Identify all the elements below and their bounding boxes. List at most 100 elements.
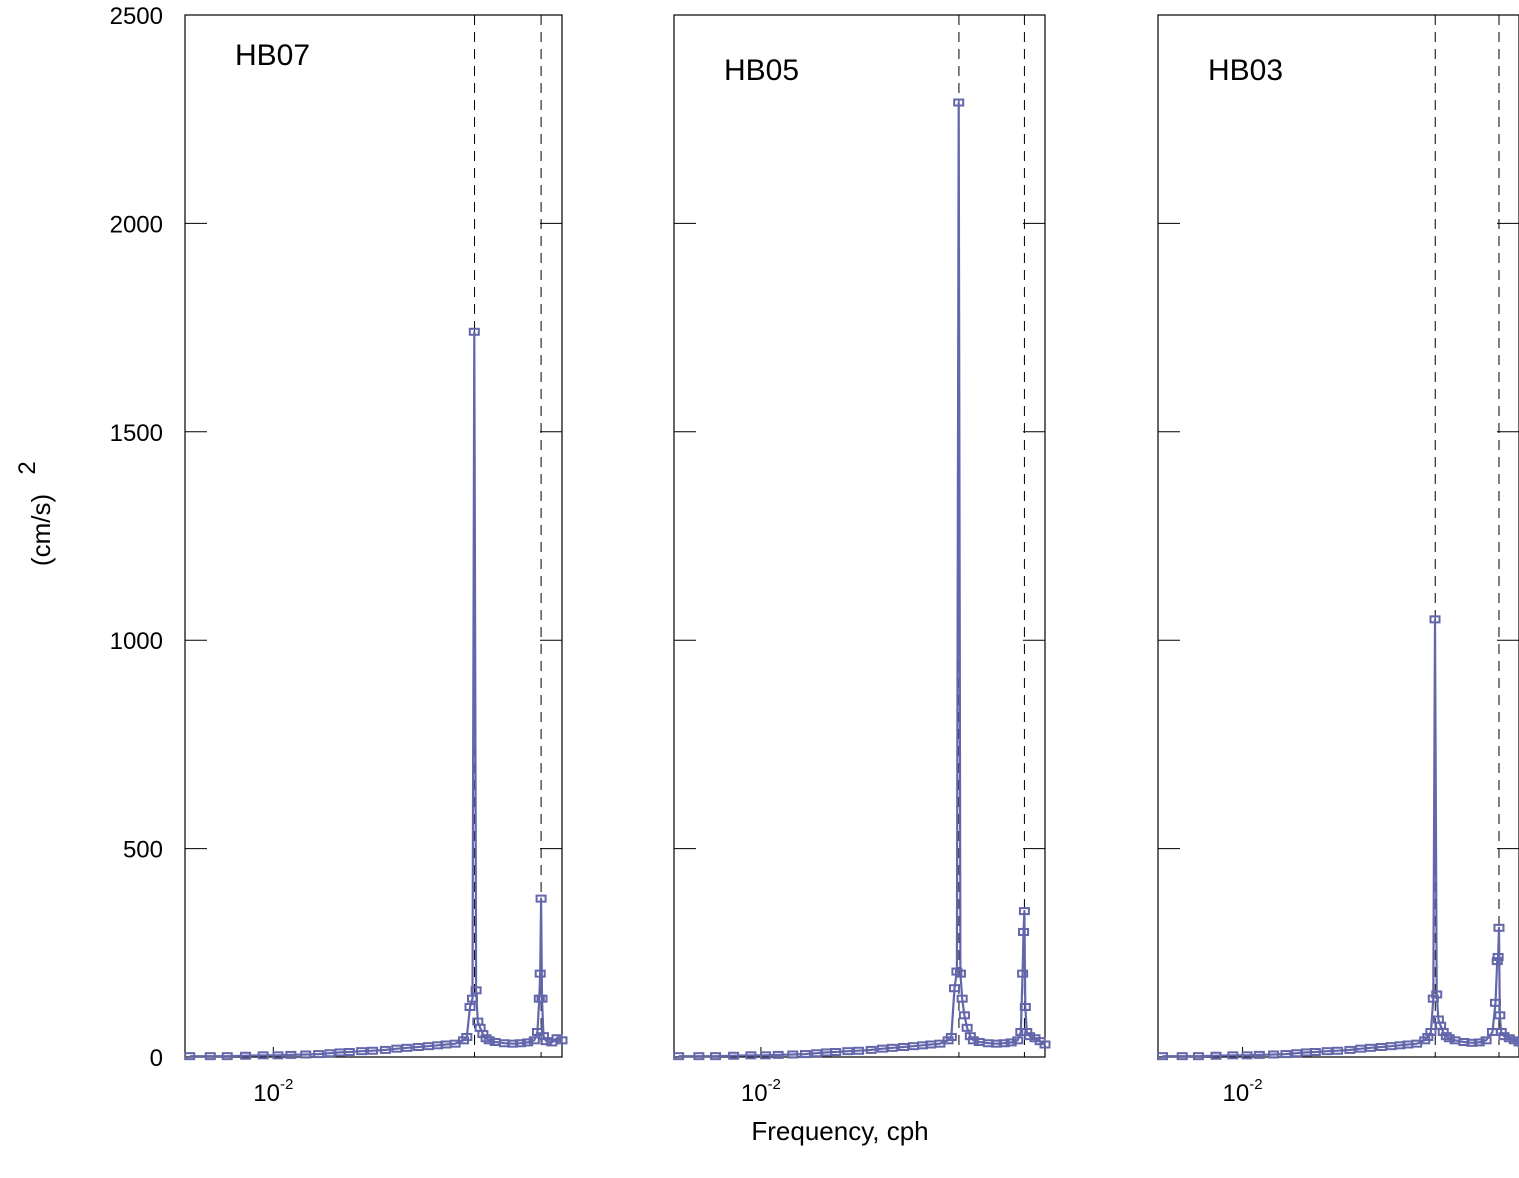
y-tick-label: 0 xyxy=(150,1045,163,1072)
data-point xyxy=(1332,1046,1344,1055)
data-point xyxy=(991,1039,1003,1048)
data-point xyxy=(1176,1052,1188,1061)
data-point xyxy=(272,1051,284,1060)
data-point xyxy=(956,994,968,1003)
y-axis-title: (cm/s) xyxy=(26,494,56,566)
data-point xyxy=(483,1036,495,1045)
data-point xyxy=(412,1042,424,1051)
data-point xyxy=(470,986,482,995)
data-point xyxy=(1241,1051,1253,1060)
data-point xyxy=(1012,1036,1024,1045)
data-point xyxy=(468,327,480,336)
data-point xyxy=(1019,1002,1031,1011)
x-tick-label-base: 10 xyxy=(741,1080,768,1107)
x-tick-label-exponent: -2 xyxy=(280,1076,293,1093)
panel-hb07: 10-2 HB07 xyxy=(184,14,568,1107)
data-point xyxy=(401,1043,413,1052)
data-point xyxy=(1429,615,1441,624)
data-point xyxy=(953,98,965,107)
data-point xyxy=(379,1045,391,1054)
data-point xyxy=(1489,998,1501,1007)
panel-title: HB03 xyxy=(1208,54,1283,87)
x-tick-label-base: 10 xyxy=(253,1080,280,1107)
data-point xyxy=(1493,923,1505,932)
y-tick-label: 500 xyxy=(123,837,163,864)
data-point xyxy=(967,1036,979,1045)
data-point xyxy=(531,1027,543,1036)
y-axis-title-text: (cm/s) xyxy=(26,494,56,566)
data-point xyxy=(221,1052,233,1061)
x-tick-label-exponent: -2 xyxy=(768,1076,781,1093)
data-point xyxy=(324,1049,336,1058)
data-point xyxy=(1309,1047,1321,1056)
data-point xyxy=(1491,957,1503,966)
data-point xyxy=(1437,1027,1449,1036)
panel-hb03: 10-2 HB03 xyxy=(1157,14,1519,1107)
data-point xyxy=(1425,1027,1437,1036)
data-point xyxy=(842,1047,854,1056)
data-point xyxy=(257,1051,269,1060)
data-point xyxy=(693,1052,705,1061)
data-point xyxy=(787,1050,799,1059)
data-point xyxy=(1227,1051,1239,1060)
series-line xyxy=(1162,618,1519,1058)
data-point xyxy=(1466,1038,1478,1047)
data-point xyxy=(945,1032,957,1041)
data-point xyxy=(760,1051,772,1060)
data-point xyxy=(710,1052,722,1061)
data-point xyxy=(507,1039,519,1048)
panel-title: HB07 xyxy=(235,39,310,72)
plot-frame xyxy=(184,14,563,1058)
data-point xyxy=(1192,1052,1204,1061)
data-point xyxy=(865,1045,877,1054)
y-tick-label: 2000 xyxy=(110,211,163,238)
data-point xyxy=(886,1043,898,1052)
data-point xyxy=(948,984,960,993)
x-tick-label: 10-2 xyxy=(253,1076,293,1107)
data-point xyxy=(799,1050,811,1059)
data-point xyxy=(466,994,478,1003)
data-point xyxy=(1431,990,1443,999)
data-point xyxy=(998,1039,1010,1048)
x-tick-label: 10-2 xyxy=(1223,1076,1263,1107)
y-tick-label: 1000 xyxy=(110,628,163,655)
data-point xyxy=(240,1051,252,1060)
data-point xyxy=(1253,1050,1265,1059)
data-point xyxy=(958,1011,970,1020)
data-point xyxy=(1021,1027,1033,1036)
data-point xyxy=(461,1032,473,1041)
data-point xyxy=(1495,1027,1507,1036)
plot-frame xyxy=(673,14,1046,1058)
data-point xyxy=(204,1052,216,1061)
data-point xyxy=(1480,1036,1492,1045)
data-point xyxy=(1210,1051,1222,1060)
data-point xyxy=(1018,927,1030,936)
data-point xyxy=(1492,952,1504,961)
data-point xyxy=(285,1050,297,1059)
data-point xyxy=(536,994,548,1003)
data-point xyxy=(954,969,966,978)
data-point xyxy=(556,1036,568,1045)
data-point xyxy=(1015,1027,1027,1036)
data-point xyxy=(961,1023,973,1032)
data-point xyxy=(772,1050,784,1059)
data-point xyxy=(673,1052,685,1061)
series-line xyxy=(678,101,1046,1058)
data-point xyxy=(534,969,546,978)
data-point xyxy=(300,1050,312,1059)
data-point xyxy=(477,1030,489,1039)
data-point xyxy=(1321,1047,1333,1056)
data-point xyxy=(535,894,547,903)
data-point xyxy=(1017,969,1029,978)
data-point xyxy=(528,1036,540,1045)
panel-title: HB05 xyxy=(724,54,799,87)
data-point xyxy=(391,1044,403,1053)
data-point xyxy=(1427,994,1439,1003)
data-point xyxy=(1018,907,1030,916)
data-point xyxy=(367,1046,379,1055)
data-point xyxy=(1364,1043,1376,1052)
data-point xyxy=(313,1050,325,1059)
y-tick-label: 2500 xyxy=(110,3,163,30)
